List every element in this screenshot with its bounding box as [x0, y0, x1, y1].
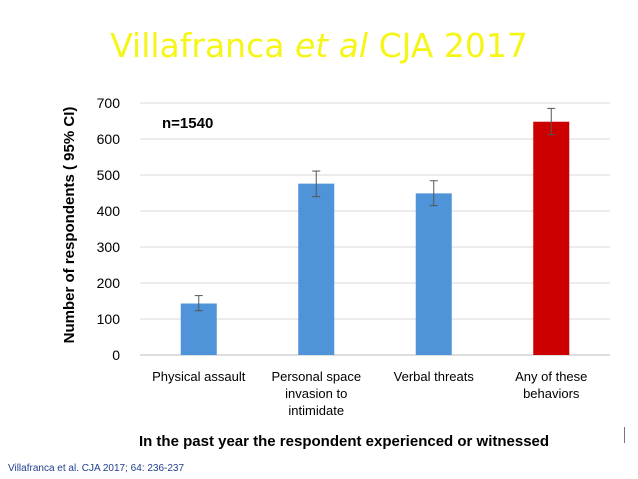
- y-tick-label: 700: [97, 95, 121, 111]
- slide-title-tail: CJA 2017: [368, 26, 528, 65]
- x-tick-label: Physical assault: [152, 369, 246, 384]
- y-tick-label: 500: [97, 167, 121, 183]
- y-tick-label: 300: [97, 239, 121, 255]
- slide-title: Villafranca et al CJA 2017: [0, 26, 638, 65]
- y-tick-label: 0: [112, 347, 120, 363]
- x-tick-label: Any of these behaviors: [515, 369, 587, 401]
- y-tick-label: 400: [97, 203, 121, 219]
- bar: [533, 121, 570, 355]
- y-axis-label: Number of respondents ( 95% CI): [61, 107, 78, 344]
- x-tick-label: Verbal threats: [394, 369, 475, 384]
- sample-size-annotation: n=1540: [162, 115, 213, 132]
- slide-title-main: Villafranca: [110, 26, 295, 65]
- citation: Villafranca et al. CJA 2017; 64: 236-237: [8, 463, 185, 474]
- y-tick-label: 100: [97, 311, 121, 327]
- bar: [180, 303, 217, 355]
- y-tick-label: 200: [97, 275, 121, 291]
- bar: [298, 183, 335, 355]
- x-axis-label: In the past year the respondent experien…: [139, 433, 549, 450]
- bar: [415, 193, 452, 355]
- slide-edge-mark: [624, 427, 625, 443]
- y-tick-label: 600: [97, 131, 121, 147]
- x-tick-label: Personal space invasion to intimidate: [271, 369, 361, 418]
- slide-title-italic: et al: [294, 26, 369, 65]
